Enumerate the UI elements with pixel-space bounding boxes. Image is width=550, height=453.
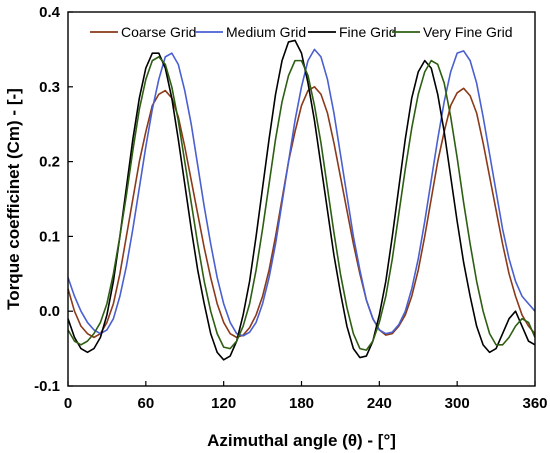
y-axis-title: Torque coefficinet (Cm) - [-] (4, 88, 23, 310)
x-tick-label: 360 (522, 395, 547, 412)
x-tick-label: 240 (367, 395, 392, 412)
legend-label: Very Fine Grid (423, 24, 512, 40)
legend-label: Fine Grid (339, 24, 397, 40)
y-tick-label: 0.3 (39, 79, 60, 96)
y-tick-label: 0.2 (39, 154, 60, 171)
x-tick-label: 60 (137, 395, 154, 412)
series-line-very-fine-grid (67, 56, 536, 351)
x-tick-label: 0 (64, 395, 72, 412)
y-tick-label: -0.1 (34, 378, 60, 395)
axis-ticks (67, 11, 536, 387)
legend-label: Coarse Grid (121, 24, 196, 40)
y-tick-label: 0.1 (39, 228, 60, 245)
series-line-coarse-grid (67, 86, 536, 339)
legend-item: Coarse Grid (90, 24, 196, 40)
legend-label: Medium Grid (226, 24, 306, 40)
legend-item: Medium Grid (195, 24, 306, 40)
legend-item: Fine Grid (308, 24, 397, 40)
x-tick-labels: 0 60 120 180 240 300 360 (64, 395, 548, 412)
series-lines (67, 39, 536, 361)
x-tick-label: 300 (445, 395, 470, 412)
y-tick-label: 0.0 (39, 303, 60, 320)
x-axis-title: Azimuthal angle (θ) - [°] (207, 431, 396, 450)
y-tick-labels: -0.1 0.0 0.1 0.2 0.3 0.4 (34, 4, 61, 395)
legend: Coarse Grid Medium Grid Fine Grid Very Fine… (90, 24, 512, 40)
series-line-fine-grid (67, 39, 536, 361)
y-tick-label: 0.4 (39, 4, 61, 21)
series-line-medium-grid (67, 48, 536, 337)
x-tick-label: 120 (211, 395, 236, 412)
legend-item: Very Fine Grid (392, 24, 512, 40)
x-tick-label: 180 (289, 395, 314, 412)
